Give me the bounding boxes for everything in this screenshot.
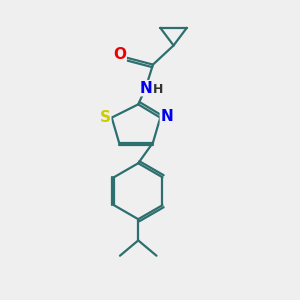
Text: N: N xyxy=(139,81,152,96)
Text: O: O xyxy=(113,47,126,62)
Text: S: S xyxy=(100,110,111,125)
Text: N: N xyxy=(160,109,173,124)
Text: H: H xyxy=(153,83,163,96)
